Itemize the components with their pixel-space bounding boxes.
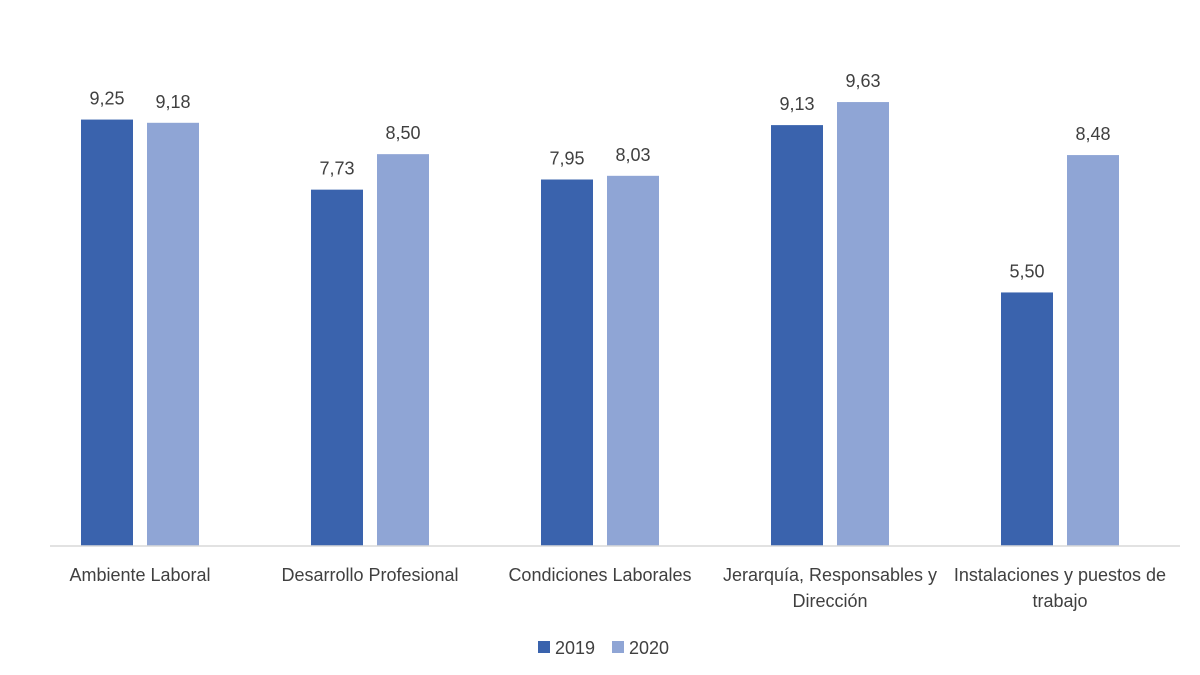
category-label-0: Ambiente Laboral <box>69 565 210 585</box>
category-label-2: Condiciones Laborales <box>508 565 691 585</box>
bar-2020-4 <box>1067 155 1119 546</box>
category-label-4-line-1: trabajo <box>1032 591 1087 611</box>
bar-2019-4 <box>1001 292 1053 546</box>
category-label-4: Instalaciones y puestos de <box>954 565 1166 585</box>
data-label-2020-4: 8,48 <box>1075 124 1110 144</box>
bar-2020-3 <box>837 102 889 546</box>
bar-2020-0 <box>147 122 199 546</box>
data-label-2020-3: 9,63 <box>845 71 880 91</box>
legend-swatch-2020 <box>612 641 624 653</box>
bar-2019-0 <box>81 119 133 546</box>
category-label-3: Jerarquía, Responsables y <box>723 565 937 585</box>
bars-group <box>81 102 1119 547</box>
data-label-2019-1: 7,73 <box>319 159 354 179</box>
data-label-2020-2: 8,03 <box>615 145 650 165</box>
category-label-3-line-1: Dirección <box>792 591 867 611</box>
bar-2020-1 <box>377 154 429 546</box>
legend: 2019 2020 <box>538 638 669 658</box>
data-label-2019-0: 9,25 <box>89 89 124 109</box>
bar-2019-1 <box>311 189 363 546</box>
data-label-2020-0: 9,18 <box>155 92 190 112</box>
bar-2020-2 <box>607 175 659 546</box>
legend-label-2020: 2020 <box>629 638 669 658</box>
data-label-2019-4: 5,50 <box>1009 261 1044 281</box>
data-label-2019-2: 7,95 <box>549 149 584 169</box>
data-label-2019-3: 9,13 <box>779 94 814 114</box>
bar-2019-2 <box>541 179 593 546</box>
bar-2019-3 <box>771 125 823 547</box>
value-labels-group: 9,25 9,18 7,73 8,50 7,95 8,03 9,13 9,63 5,50 8,48 <box>89 71 1110 281</box>
legend-swatch-2019 <box>538 641 550 653</box>
legend-label-2019: 2019 <box>555 638 595 658</box>
data-label-2020-1: 8,50 <box>385 123 420 143</box>
category-labels-group: Ambiente Laboral Desarrollo Profesional Co… <box>69 565 1166 611</box>
category-label-1: Desarrollo Profesional <box>281 565 458 585</box>
